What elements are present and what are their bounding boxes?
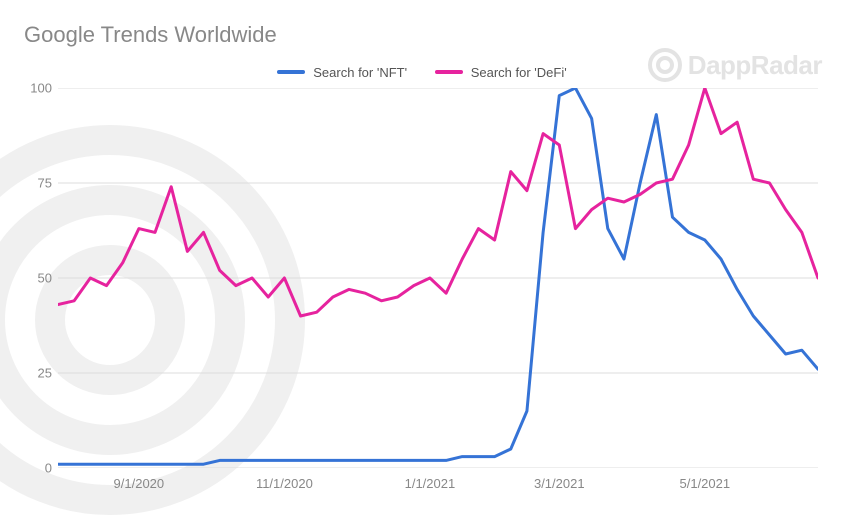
x-tick-label: 5/1/2021 (679, 476, 730, 491)
y-tick-label: 100 (12, 81, 52, 96)
y-tick-label: 0 (12, 461, 52, 476)
line-series (58, 88, 818, 468)
y-tick-label: 75 (12, 176, 52, 191)
legend-swatch-nft (277, 70, 305, 74)
legend-item-defi: Search for 'DeFi' (435, 65, 567, 80)
x-tick-label: 11/1/2020 (256, 476, 313, 491)
legend-label-nft: Search for 'NFT' (313, 65, 407, 80)
y-tick-label: 50 (12, 271, 52, 286)
legend-swatch-defi (435, 70, 463, 74)
legend-item-nft: Search for 'NFT' (277, 65, 407, 80)
y-tick-label: 25 (12, 366, 52, 381)
legend-label-defi: Search for 'DeFi' (471, 65, 567, 80)
x-tick-label: 3/1/2021 (534, 476, 585, 491)
series-nft (58, 88, 818, 464)
x-tick-label: 9/1/2020 (114, 476, 165, 491)
chart-title: Google Trends Worldwide (24, 22, 277, 48)
plot-area (58, 88, 818, 468)
x-tick-label: 1/1/2021 (405, 476, 456, 491)
chart-container: { "title": "Google Trends Worldwide", "w… (0, 0, 844, 522)
series-defi (58, 88, 818, 316)
legend: Search for 'NFT' Search for 'DeFi' (0, 62, 844, 80)
